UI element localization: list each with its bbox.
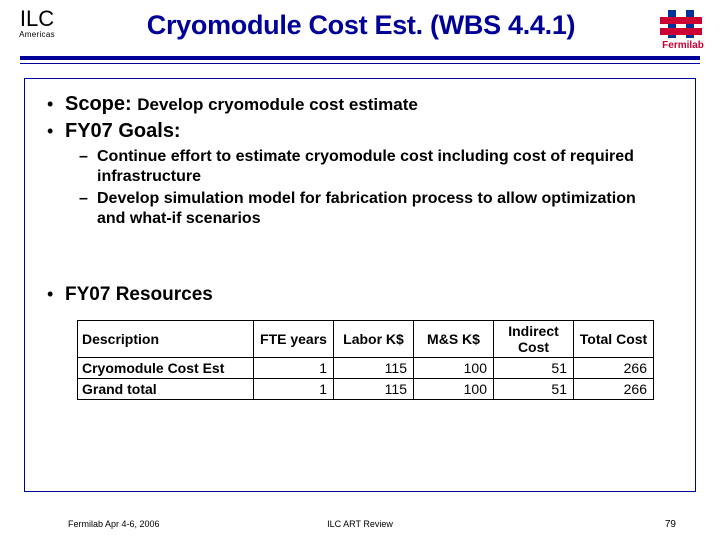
table-row: Cryomodule Cost Est 1 115 100 51 266 <box>78 358 654 379</box>
table-header-row: Description FTE years Labor K$ M&S K$ In… <box>78 321 654 358</box>
bullet-dot-icon: • <box>47 122 65 140</box>
page-number: 79 <box>665 519 676 530</box>
fermilab-logo-icon: Fermilab <box>656 8 710 50</box>
scope-desc: Develop cryomodule cost estimate <box>137 95 418 114</box>
sub-bullet: – Develop simulation model for fabricati… <box>79 189 687 228</box>
title-rule <box>0 56 720 64</box>
dash-icon: – <box>79 148 97 166</box>
bullet-dot-icon: • <box>47 95 65 113</box>
row-val: 51 <box>494 358 574 379</box>
sub-bullet-text: Develop simulation model for fabrication… <box>97 189 667 228</box>
col-ms: M&S K$ <box>414 321 494 358</box>
bullet-dot-icon: • <box>47 285 65 303</box>
row-val: 1 <box>254 358 334 379</box>
dash-icon: – <box>79 190 97 208</box>
sub-bullet-text: Continue effort to estimate cryomodule c… <box>97 147 667 186</box>
row-val: 1 <box>254 379 334 400</box>
page-title: Cryomodule Cost Est. (WBS 4.4.1) <box>66 6 656 41</box>
footer-center: ILC ART Review <box>327 519 393 529</box>
col-total: Total Cost <box>574 321 654 358</box>
row-val: 51 <box>494 379 574 400</box>
col-description: Description <box>78 321 254 358</box>
org-block: ILC Americas <box>8 6 66 39</box>
content-box: • Scope: Develop cryomodule cost estimat… <box>24 78 696 492</box>
resources-bullet: • FY07 Resources <box>47 284 687 306</box>
row-desc: Cryomodule Cost Est <box>78 358 254 379</box>
goals-bullet: • FY07 Goals: <box>47 120 687 143</box>
scope-label: Scope: <box>65 93 137 115</box>
row-val: 100 <box>414 379 494 400</box>
row-val: 266 <box>574 379 654 400</box>
col-labor: Labor K$ <box>334 321 414 358</box>
sub-bullet: – Continue effort to estimate cryomodule… <box>79 147 687 186</box>
col-fte: FTE years <box>254 321 334 358</box>
row-val: 266 <box>574 358 654 379</box>
fermilab-logo: Fermilab <box>656 6 712 55</box>
table-row: Grand total 1 115 100 51 266 <box>78 379 654 400</box>
row-desc: Grand total <box>78 379 254 400</box>
row-val: 100 <box>414 358 494 379</box>
resources-table: Description FTE years Labor K$ M&S K$ In… <box>77 320 653 400</box>
goals-label: FY07 Goals: <box>65 120 181 143</box>
footer-left: Fermilab Apr 4-6, 2006 <box>68 519 160 529</box>
row-val: 115 <box>334 358 414 379</box>
logo-text: Fermilab <box>662 40 704 50</box>
resources-label: FY07 Resources <box>65 284 213 306</box>
col-indirect: Indirect Cost <box>494 321 574 358</box>
footer: Fermilab Apr 4-6, 2006 ILC ART Review 79 <box>0 519 720 530</box>
row-val: 115 <box>334 379 414 400</box>
org-sub: Americas <box>8 30 66 39</box>
org-main: ILC <box>8 8 66 30</box>
scope-bullet: • Scope: Develop cryomodule cost estimat… <box>47 93 687 116</box>
